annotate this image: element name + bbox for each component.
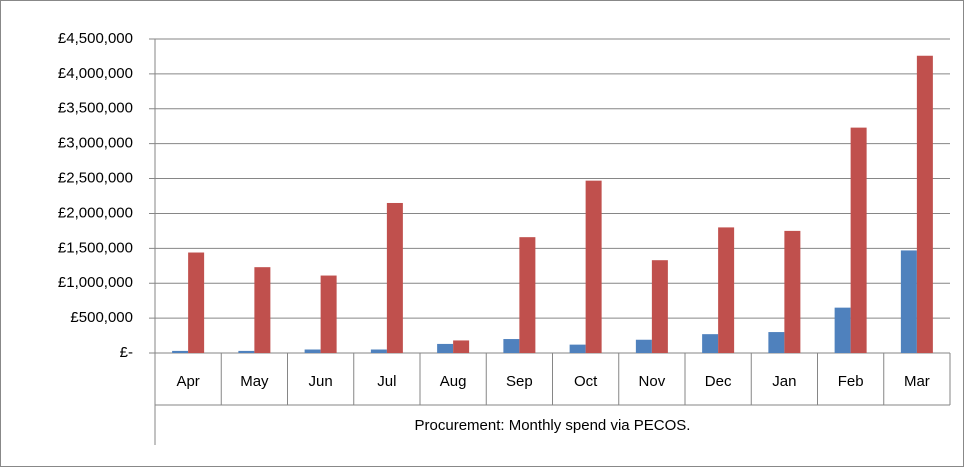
y-tick-label: £- <box>120 344 133 361</box>
bar <box>850 127 867 354</box>
bar <box>834 307 851 353</box>
x-tick-label: Mar <box>904 373 930 390</box>
bar <box>453 340 470 353</box>
bar <box>916 55 933 353</box>
bar <box>702 334 719 353</box>
bar <box>386 202 403 353</box>
bar <box>585 180 602 353</box>
x-tick-label: Aug <box>440 373 467 390</box>
x-tick-label: Jun <box>309 373 333 390</box>
y-tick-label: £4,500,000 <box>58 30 133 47</box>
x-tick-label: Apr <box>176 373 199 390</box>
bar <box>635 339 652 353</box>
bar <box>569 344 586 353</box>
y-tick-label: £2,500,000 <box>58 170 133 187</box>
bar <box>784 230 801 353</box>
y-tick-label: £1,500,000 <box>58 239 133 256</box>
x-tick-label: Feb <box>838 373 864 390</box>
x-tick-label: Jul <box>377 373 396 390</box>
bar <box>188 252 205 353</box>
x-tick-label: Jan <box>772 373 796 390</box>
bar <box>370 349 387 353</box>
bar <box>519 237 536 353</box>
bar <box>437 343 454 353</box>
y-tick-label: £2,000,000 <box>58 204 133 221</box>
x-tick-label: Oct <box>574 373 598 390</box>
bar <box>718 227 735 353</box>
bar <box>172 350 189 353</box>
x-tick-label: Sep <box>506 373 533 390</box>
bar <box>768 332 785 353</box>
x-group-label: Procurement: Monthly spend via PECOS. <box>415 417 691 434</box>
y-tick-label: £3,000,000 <box>58 135 133 152</box>
x-tick-label: Nov <box>639 373 666 390</box>
bar <box>320 275 337 353</box>
bar <box>304 349 321 353</box>
y-tick-label: £4,000,000 <box>58 65 133 82</box>
y-tick-label: £500,000 <box>70 309 133 326</box>
bar <box>254 267 271 353</box>
y-tick-label: £1,000,000 <box>58 274 133 291</box>
x-tick-label: May <box>240 373 269 390</box>
y-tick-label: £3,500,000 <box>58 100 133 117</box>
x-tick-label: Dec <box>705 373 732 390</box>
bar <box>651 260 668 353</box>
bar <box>238 350 255 353</box>
bar <box>503 339 520 353</box>
bar <box>900 250 917 353</box>
